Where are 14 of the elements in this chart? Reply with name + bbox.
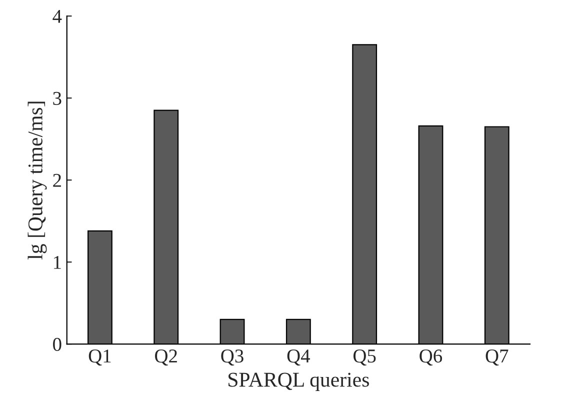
x-tick-label: Q5: [353, 350, 376, 366]
x-tick-label: Q4: [287, 350, 310, 366]
y-tick-label: 0: [53, 338, 62, 351]
y-tick-label: 1: [54, 256, 61, 269]
x-tick-label: Q7: [486, 350, 508, 366]
x-tick-label: Q3: [221, 350, 244, 366]
x-tick-label: Q1: [88, 350, 111, 366]
x-tick-label: Q2: [155, 350, 177, 366]
y-tick-label: 2: [53, 174, 61, 187]
y-axis-title: lg [Query time/ms]: [28, 102, 47, 260]
x-axis-title: SPARQL queries: [228, 372, 369, 391]
y-tick-label: 4: [52, 10, 62, 23]
y-tick-label: 3: [53, 92, 62, 105]
x-tick-label: Q6: [420, 350, 442, 366]
